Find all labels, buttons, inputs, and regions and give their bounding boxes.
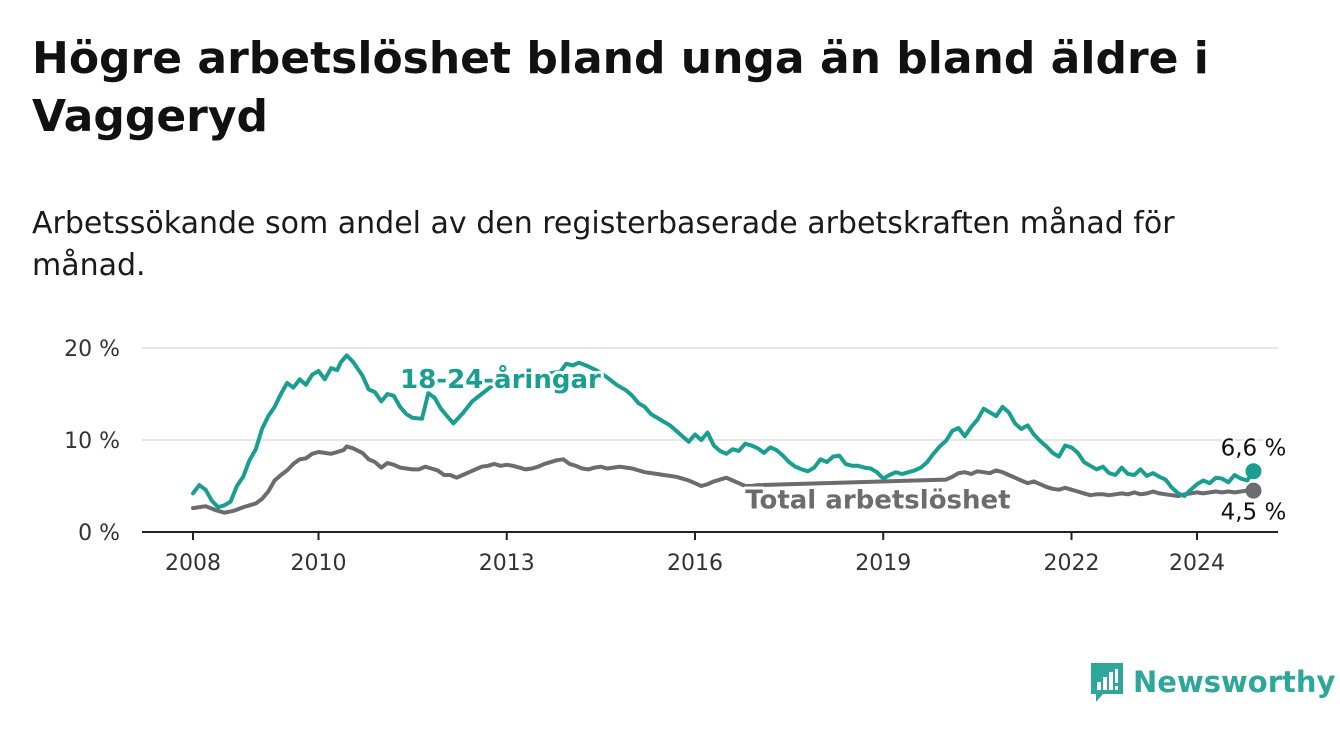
end-point-youth: [1245, 463, 1262, 480]
end-point-total: [1245, 482, 1262, 499]
x-tick-label: 2013: [479, 551, 535, 576]
annotation-youth: 18-24-åringar: [400, 363, 601, 395]
series-line-total: [191, 444, 1256, 515]
x-tick-label: 2010: [291, 551, 347, 576]
brand-name: Newsworthy: [1133, 665, 1336, 699]
end-label-youth: 6,6 %: [1221, 435, 1287, 461]
newsworthy-logo-icon: [1091, 663, 1123, 702]
x-tick-label: 2024: [1169, 551, 1225, 576]
x-tick-label: 2016: [667, 551, 723, 576]
chart-subtitle: Arbetssökande som andel av den registerb…: [32, 206, 1175, 283]
x-tick-label: 2019: [855, 551, 911, 576]
page-title: Högre arbetslöshet bland unga än bland ä…: [32, 33, 1209, 142]
end-label-total: 4,5 %: [1221, 500, 1287, 526]
x-tick-label: 2008: [165, 551, 221, 576]
x-tick-label: 2022: [1044, 551, 1100, 576]
annotation-total: Total arbetslöshet: [745, 485, 1010, 515]
y-tick-label: 20 %: [64, 337, 120, 362]
newsworthy-logo: Newsworthy: [1089, 660, 1335, 704]
series-line-youth: [191, 353, 1256, 510]
y-tick-label: 0 %: [78, 521, 120, 546]
y-tick-label: 10 %: [64, 429, 120, 454]
